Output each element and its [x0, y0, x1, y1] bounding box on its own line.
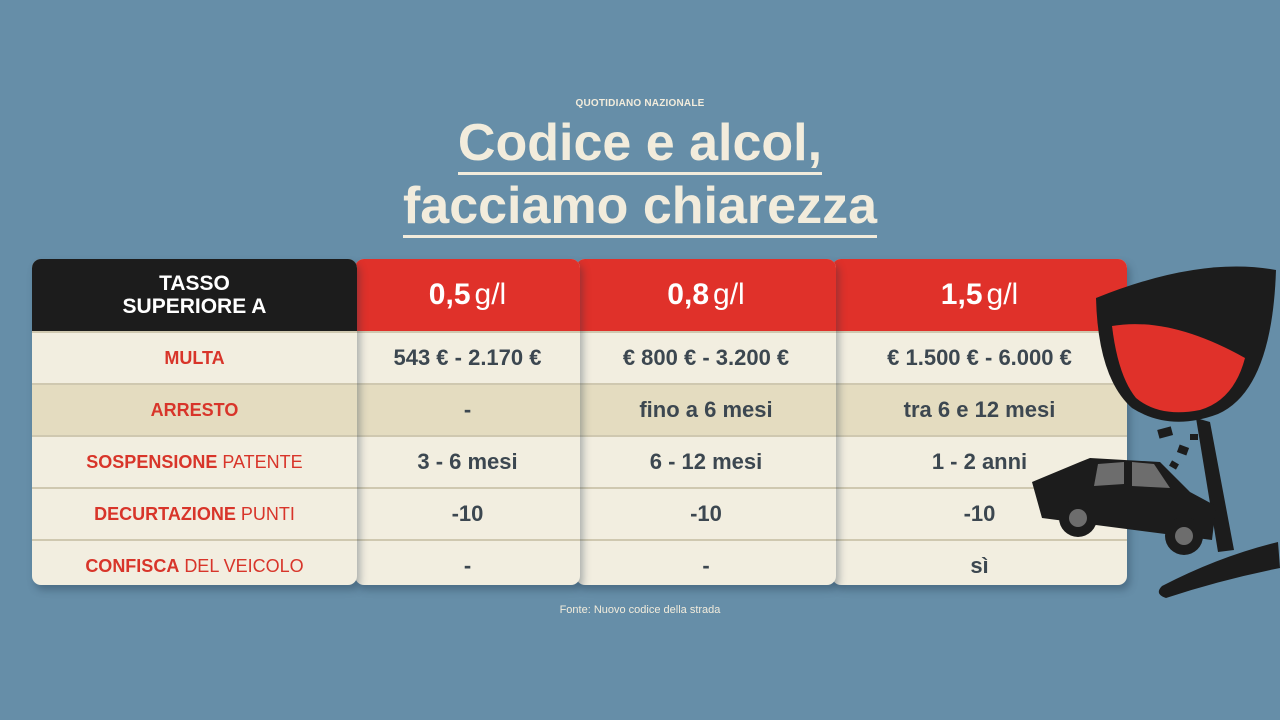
brand-label: QUOTIDIANO NAZIONALE [575, 98, 705, 109]
cell-arrest: - [355, 383, 580, 435]
cell-confiscation: - [355, 539, 580, 585]
row-label-bold: CONFISCA [85, 555, 180, 576]
row-label-bold: SOSPENSIONE [86, 451, 218, 472]
row-label-points: DECURTAZIONE PUNTI [32, 487, 357, 539]
cell-fine: € 1.500 € - 6.000 € [832, 331, 1127, 383]
page-title: Codice e alcol, facciamo chiarezza [0, 112, 1280, 238]
cell-suspension: 3 - 6 mesi [355, 435, 580, 487]
threshold-value: 0,5 [428, 278, 471, 311]
cell-arrest: tra 6 e 12 mesi [832, 383, 1127, 435]
row-label-normal: DEL VEICOLO [184, 555, 304, 576]
column-header: 1,5 g/l [832, 259, 1127, 331]
row-label-confiscation: CONFISCA DEL VEICOLO [32, 539, 357, 585]
row-label-bold: DECURTAZIONE [94, 503, 236, 524]
threshold-label-line-2: SUPERIORE A [122, 295, 267, 318]
row-label-bold: ARRESTO [150, 399, 239, 420]
row-label-normal: PATENTE [222, 451, 303, 472]
threshold-label-line-1: TASSO [159, 272, 230, 295]
threshold-unit: g/l [474, 278, 507, 311]
cell-suspension: 1 - 2 anni [832, 435, 1127, 487]
wine-glass-icon [1096, 266, 1280, 598]
column-0-8: 0,8 g/l € 800 € - 3.200 € fino a 6 mesi 6… [576, 259, 836, 585]
column-0-5: 0,5 g/l 543 € - 2.170 € - 3 - 6 mesi -10 … [355, 259, 580, 585]
threshold-value: 0,8 [667, 278, 710, 311]
cell-fine: € 800 € - 3.200 € [576, 331, 836, 383]
cell-confiscation: - [576, 539, 836, 585]
threshold-value: 1,5 [940, 278, 983, 311]
column-1-5: 1,5 g/l € 1.500 € - 6.000 € tra 6 e 12 me… [832, 259, 1127, 585]
threshold-header: TASSO SUPERIORE A [32, 259, 357, 331]
column-header: 0,5 g/l [355, 259, 580, 331]
row-label-suspension: SOSPENSIONE PATENTE [32, 435, 357, 487]
cell-suspension: 6 - 12 mesi [576, 435, 836, 487]
cell-confiscation: sì [832, 539, 1127, 585]
source-note: Fonte: Nuovo codice della strada [559, 604, 721, 616]
crashed-car-icon [1032, 426, 1216, 555]
threshold-unit: g/l [713, 278, 745, 311]
label-column: TASSO SUPERIORE A MULTA ARRESTO SOSPENSI… [32, 259, 357, 585]
threshold-unit: g/l [986, 278, 1019, 311]
cell-points: -10 [355, 487, 580, 539]
row-label-fine: MULTA [32, 331, 357, 383]
column-header: 0,8 g/l [576, 259, 836, 331]
row-label-arrest: ARRESTO [32, 383, 357, 435]
title-line-1: Codice e alcol, [457, 114, 823, 175]
row-label-bold: MULTA [164, 347, 225, 368]
cell-points: -10 [576, 487, 836, 539]
title-line-2: facciamo chiarezza [402, 177, 878, 238]
row-label-normal: PUNTI [240, 503, 295, 524]
cell-fine: 543 € - 2.170 € [355, 331, 580, 383]
cell-points: -10 [832, 487, 1127, 539]
cell-arrest: fino a 6 mesi [576, 383, 836, 435]
wine-car-illustration [1032, 266, 1280, 598]
